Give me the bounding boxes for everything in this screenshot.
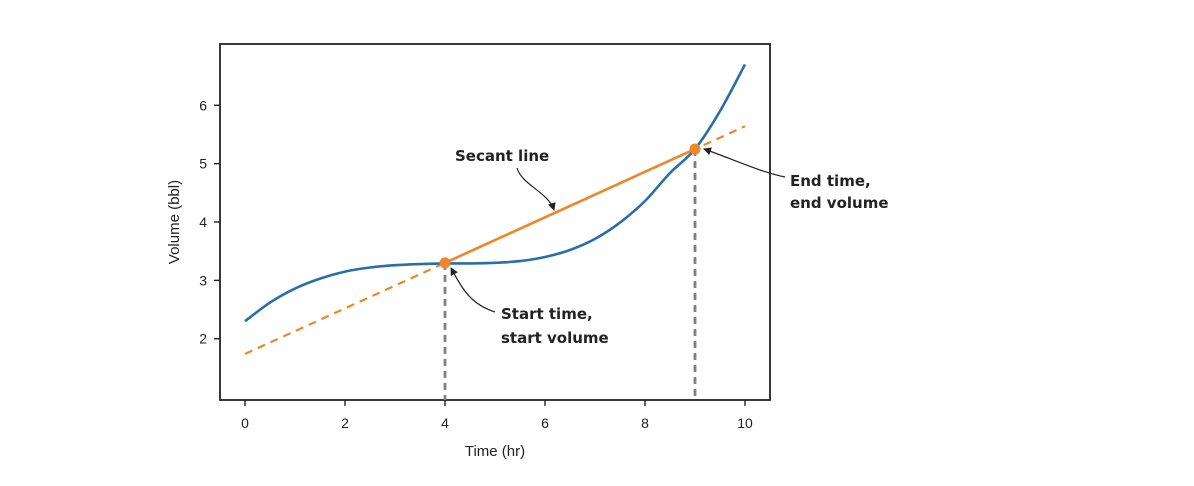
y-tick-label: 5 <box>199 156 207 172</box>
y-tick-label: 2 <box>199 331 207 347</box>
secant-line <box>444 147 696 265</box>
start-point <box>439 257 451 269</box>
plot-frame <box>219 43 771 401</box>
secant-annotation-label: Secant line <box>455 147 549 165</box>
x-tick-label: 10 <box>737 415 753 431</box>
y-axis-label: Volume (bbl) <box>166 180 183 264</box>
y-axis-ticks: 2 3 4 5 6 <box>199 97 220 347</box>
start-annotation-arrow <box>450 267 496 313</box>
end-annotation-line2: end volume <box>790 194 889 212</box>
y-tick-label: 4 <box>199 214 207 230</box>
volume-curve <box>244 63 747 323</box>
x-tick-label: 6 <box>541 415 549 431</box>
x-axis-label: Time (hr) <box>465 443 525 460</box>
x-tick-label: 0 <box>241 415 249 431</box>
end-annotation-line1: End time, <box>790 172 871 190</box>
x-tick-label: 2 <box>341 415 349 431</box>
start-annotation-line2: start volume <box>501 329 609 347</box>
secant-annotation-arrow <box>516 167 556 211</box>
y-tick-label: 3 <box>199 272 207 288</box>
y-tick-label: 6 <box>199 97 207 113</box>
drop-lines <box>443 149 697 400</box>
end-annotation-arrow <box>703 147 786 178</box>
secant-extension-dashed-line <box>244 125 746 355</box>
x-tick-label: 8 <box>641 415 649 431</box>
x-axis-ticks: 0 2 4 6 8 10 <box>241 400 753 431</box>
end-point <box>689 143 701 155</box>
start-annotation-line1: Start time, <box>501 305 593 323</box>
x-tick-label: 4 <box>441 415 449 431</box>
